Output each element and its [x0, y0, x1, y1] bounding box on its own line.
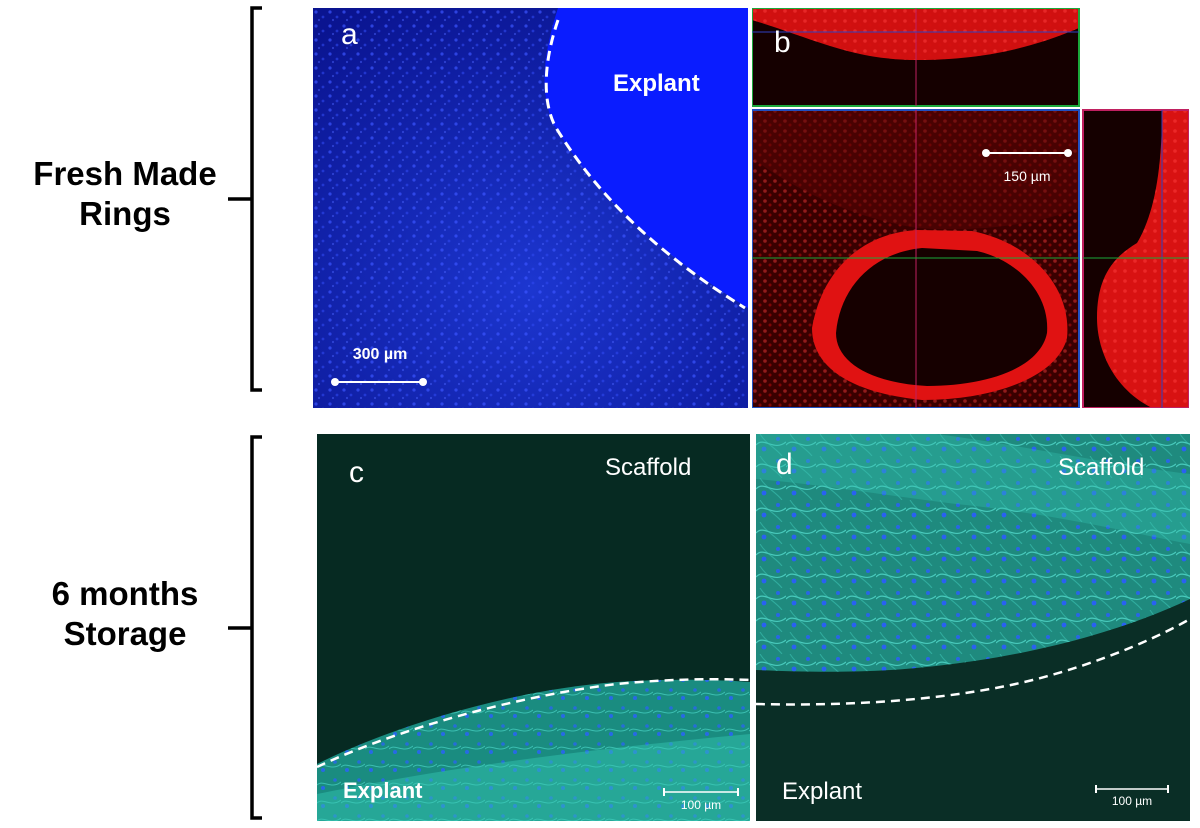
row-label-6-months-storage: 6 months Storage: [0, 574, 250, 654]
explant-boundary-line: [544, 19, 746, 310]
panel-c-explant-label: Explant: [343, 778, 423, 803]
panel-d-explant-label: Explant: [782, 778, 863, 805]
panel-d-image: [756, 434, 1190, 821]
panel-c-micrograph: c Scaffold Explant 100 µm: [317, 434, 750, 821]
row-label-line: 6 months: [51, 575, 199, 612]
row-label-line: Rings: [79, 195, 171, 232]
panel-a-explant-label: Explant: [613, 70, 700, 97]
panel-letter-d: d: [776, 448, 793, 481]
panel-c-image: [317, 434, 750, 821]
row-label-line: Fresh Made: [33, 155, 217, 192]
panel-a-image: [313, 8, 748, 408]
explant-boundary-line-c: [317, 678, 750, 769]
panel-letter-c: c: [349, 456, 364, 489]
panel-c-scale-label: 100 µm: [680, 798, 722, 812]
panel-c-scaffold-label: Scaffold: [605, 454, 692, 481]
explant-region: [544, 8, 748, 308]
panel-a-dapi-micrograph: a Explant 300 µm: [313, 8, 748, 408]
row-label-fresh-made-rings: Fresh Made Rings: [0, 154, 250, 234]
panel-d-micrograph: d Scaffold Explant 100 µm: [756, 434, 1190, 821]
panel-letter-a: a: [341, 18, 358, 51]
panel-b-image: [752, 8, 1189, 408]
panel-a-scale-label: 300 µm: [352, 346, 408, 363]
panel-d-scale-label: 100 µm: [1111, 794, 1153, 808]
row-label-line: Storage: [63, 615, 187, 652]
panel-b-scale-label: 150 µm: [1003, 168, 1051, 184]
panel-d-scaffold-label: Scaffold: [1058, 454, 1145, 481]
panel-b-orthogonal-view: b 150 µm: [752, 8, 1189, 408]
panel-letter-b: b: [774, 26, 791, 59]
explant-boundary-line-d: [756, 617, 1190, 706]
